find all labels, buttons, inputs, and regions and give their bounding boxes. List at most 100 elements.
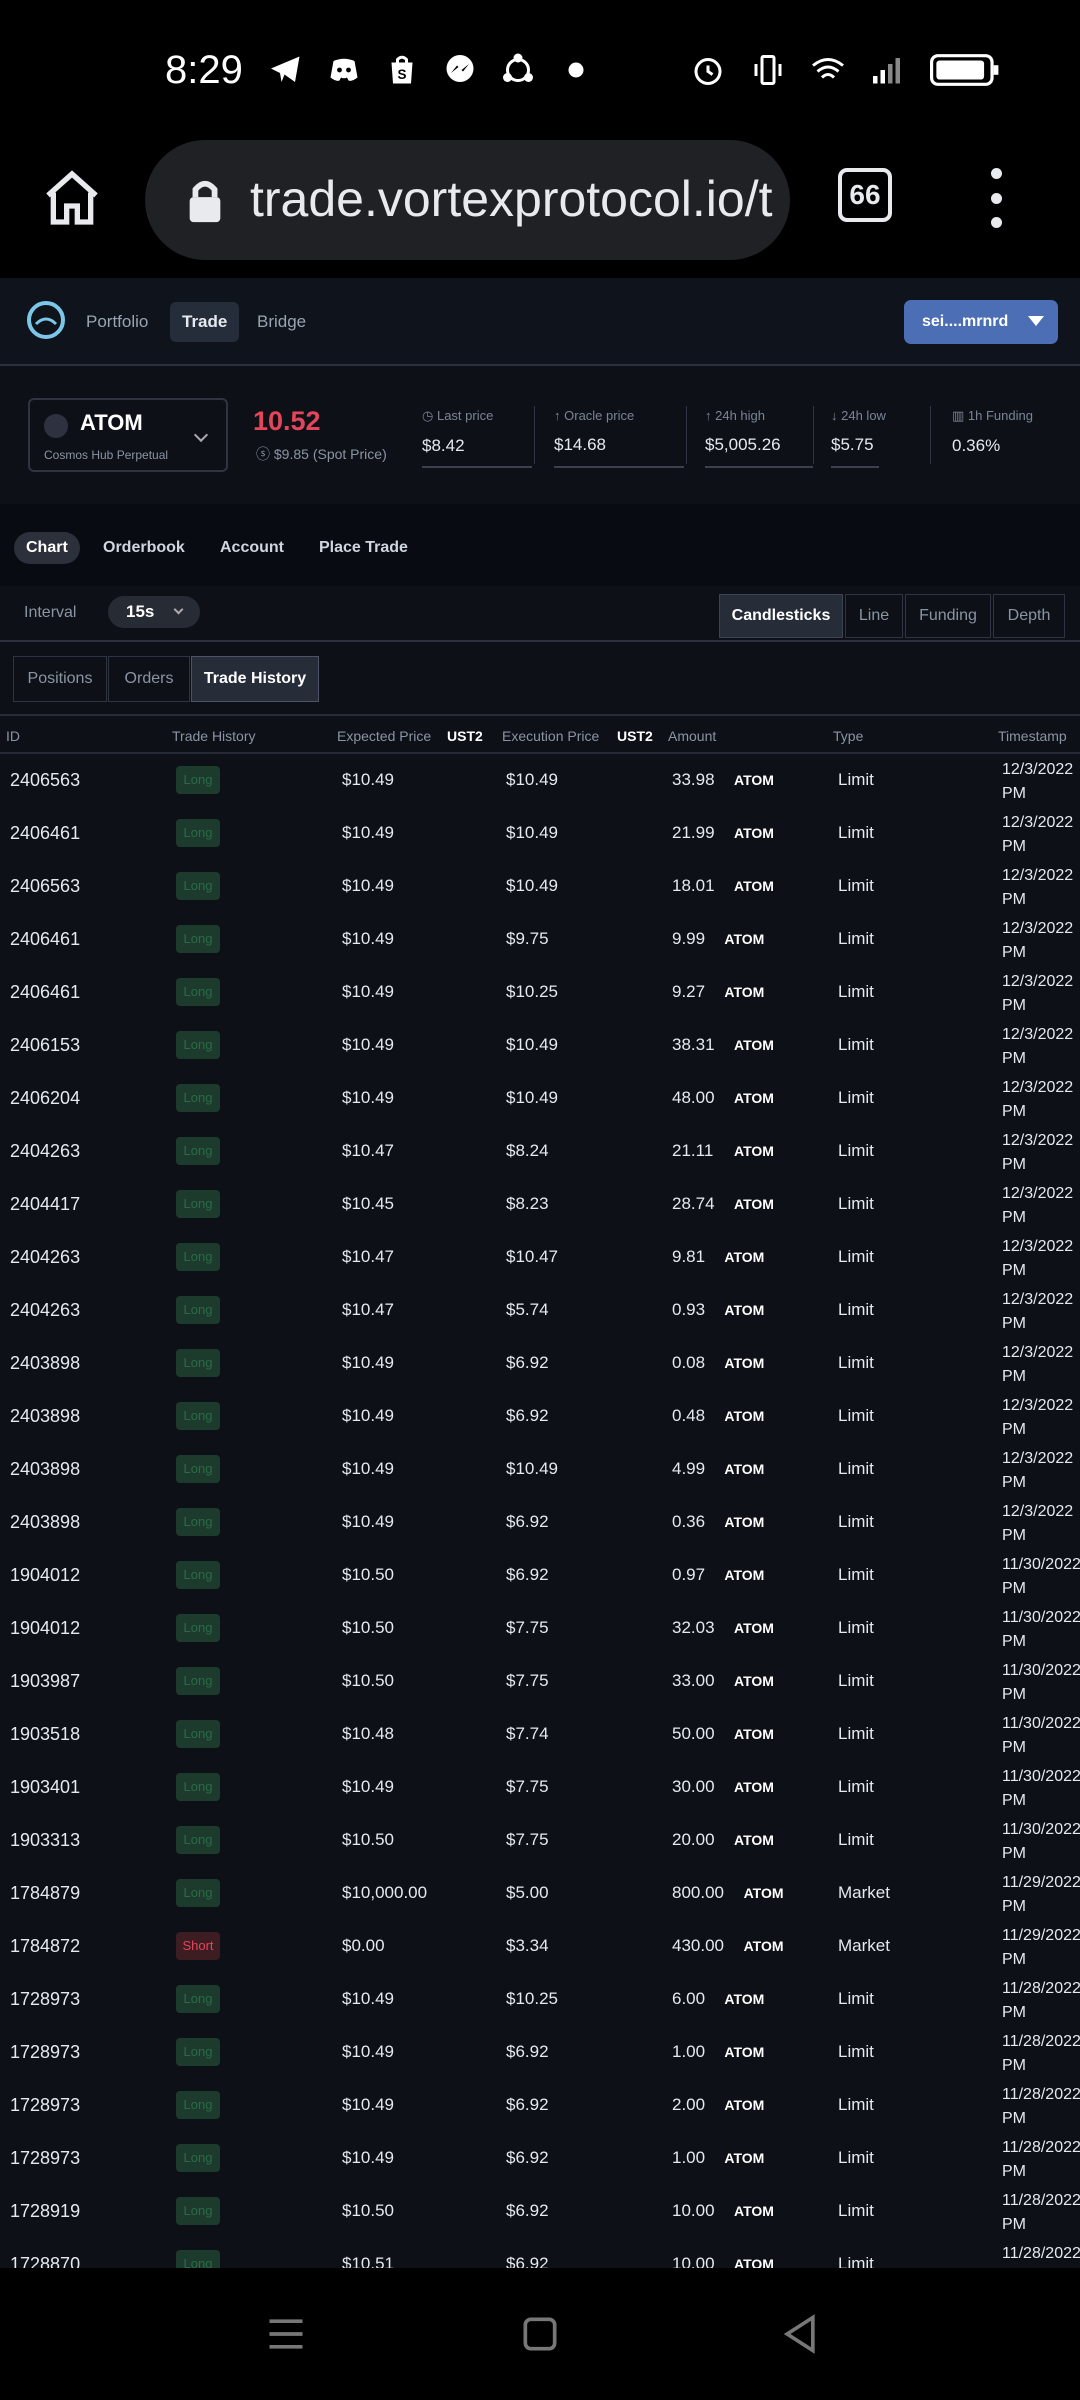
table-header: ID Trade History Expected Price UST2 Exe… (0, 716, 1080, 754)
chart-type-depth[interactable]: Depth (993, 594, 1065, 638)
col-id[interactable]: ID (6, 728, 20, 744)
home-icon[interactable] (40, 166, 104, 230)
timestamp-cell: 12/3/2022 PM (1002, 920, 1074, 961)
tab-orderbook[interactable]: Orderbook (103, 539, 185, 556)
table-row[interactable]: 2406563 Long $10.49 $10.49 18.01 Limit ATOM 12/… (0, 860, 1080, 913)
table-row[interactable]: 1904012 Long $10.50 $6.92 0.97 Limit ATOM 11/30… (0, 1549, 1080, 1602)
col-trade-history[interactable]: Trade History (172, 728, 256, 744)
table-row[interactable]: 2406153 Long $10.49 $10.49 38.31 Limit ATOM 12/… (0, 1019, 1080, 1072)
execution-price-cell: $3.34 (506, 1936, 549, 1955)
table-row[interactable]: 1903518 Long $10.48 $7.74 50.00 Limit ATOM 11/3… (0, 1708, 1080, 1761)
lock-icon (189, 180, 221, 223)
execution-price-cell: $10.49 (506, 770, 558, 789)
type-cell: Limit (838, 1194, 874, 1213)
alarm-icon (694, 58, 722, 85)
timestamp-cell: 12/3/2022 PM (1002, 1079, 1074, 1120)
expected-price-cell: $10,000.00 (342, 1883, 428, 1902)
tab-positions[interactable]: Positions (13, 656, 107, 702)
col-expected-price[interactable]: Expected Price (337, 728, 432, 744)
nav-bridge[interactable]: Bridge (257, 312, 307, 331)
chevron-down-icon (193, 427, 209, 443)
expected-price-cell: $10.49 (342, 1777, 394, 1796)
table-row[interactable]: 1728973 Long $10.49 $6.92 1.00 Limit ATOM 11/28… (0, 2132, 1080, 2185)
amount-unit: ATOM (724, 2097, 765, 2113)
col-timestamp[interactable]: Timestamp (998, 728, 1067, 744)
table-row[interactable]: 2404263 Long $10.47 $8.24 21.11 Limit ATOM 12/3… (0, 1125, 1080, 1178)
url-bar[interactable]: trade.vortexprotocol.io/t (145, 140, 790, 260)
table-row[interactable]: 1728973 Long $10.49 $6.92 2.00 Limit ATOM 11/28… (0, 2079, 1080, 2132)
table-row[interactable]: 2404263 Long $10.47 $5.74 0.93 Limit ATOM 12/3/… (0, 1284, 1080, 1337)
amount-cell: 1.00 (672, 2042, 706, 2061)
amount-cell: 0.48 (672, 1406, 706, 1425)
table-row[interactable]: 2406563 Long $10.49 $10.49 33.98 Limit ATOM 12/… (0, 754, 1080, 807)
table-row[interactable]: 1903987 Long $10.50 $7.75 33.00 Limit ATOM 11/3… (0, 1655, 1080, 1708)
table-row[interactable]: 2406204 Long $10.49 $10.49 48.00 Limit ATOM 12/… (0, 1072, 1080, 1125)
col-type[interactable]: Type (833, 728, 864, 744)
amount-cell: 4.99 (672, 1459, 706, 1478)
vortex-logo-icon[interactable] (24, 298, 68, 342)
chart-type-funding[interactable]: Funding (905, 594, 991, 638)
wallet-button[interactable]: sei....mrnrd (904, 300, 1058, 344)
table-row[interactable]: 2403898 Long $10.49 $6.92 0.36 Limit ATOM 12/3/… (0, 1496, 1080, 1549)
timestamp-cell: 12/3/2022 PM (1002, 1185, 1074, 1226)
recents-menu-icon[interactable] (264, 2312, 308, 2356)
nav-trade[interactable]: Trade (170, 302, 240, 342)
clock: 8:29 (165, 48, 243, 92)
table-row[interactable]: 1728973 Long $10.49 $6.92 1.00 Limit ATOM 11/28… (0, 2026, 1080, 2079)
tab-orders[interactable]: Orders (108, 656, 190, 702)
trade-id-cell: 1728973 (10, 2148, 81, 2168)
trade-app: Portfolio Trade Bridge sei....mrnrd ATOM… (0, 278, 1080, 2268)
tab-switcher-button[interactable]: 66 (838, 168, 892, 222)
table-row[interactable]: 1903313 Long $10.50 $7.75 20.00 Limit ATOM 11/3… (0, 1814, 1080, 1867)
expected-price-cell: $10.49 (342, 1406, 394, 1425)
amount-unit: ATOM (724, 1408, 765, 1424)
stat-underline (705, 466, 813, 468)
table-row[interactable]: 2406461 Long $10.49 $10.25 9.27 Limit ATOM 12/3… (0, 966, 1080, 1019)
timestamp-cell: 12/3/2022 PM (1002, 1503, 1074, 1544)
table-row[interactable]: 1784879 Long $10,000.00 $5.00 800.00 Market AT… (0, 1867, 1080, 1920)
more-menu-icon[interactable] (990, 168, 1002, 228)
chart-type-candlesticks[interactable]: Candlesticks (719, 594, 843, 638)
table-row[interactable]: 2404263 Long $10.47 $10.47 9.81 Limit ATOM 12/3… (0, 1231, 1080, 1284)
tab-account[interactable]: Account (220, 539, 284, 556)
expected-price-cell: $10.47 (342, 1300, 394, 1319)
timestamp-cell: 12/3/2022 PM (1002, 814, 1074, 855)
col-amount[interactable]: Amount (668, 728, 717, 744)
nav-portfolio[interactable]: Portfolio (86, 312, 149, 331)
amount-unit: ATOM (724, 1991, 765, 2007)
col-execution-price[interactable]: Execution Price (502, 728, 600, 744)
trade-id-cell: 1904012 (10, 1618, 81, 1638)
amount-cell: 18.01 (672, 876, 715, 895)
expected-price-cell: $10.49 (342, 1035, 394, 1054)
table-row[interactable]: 1904012 Long $10.50 $7.75 32.03 Limit ATOM 11/3… (0, 1602, 1080, 1655)
trade-id-cell: 2404263 (10, 1247, 81, 1267)
chart-type-line[interactable]: Line (845, 594, 903, 638)
table-row[interactable]: 2403898 Long $10.49 $6.92 0.48 Limit ATOM 12/3/… (0, 1390, 1080, 1443)
tab-place-trade[interactable]: Place Trade (319, 539, 408, 556)
table-row[interactable]: 2403898 Long $10.49 $10.49 4.99 Limit ATOM 12/3… (0, 1443, 1080, 1496)
table-row[interactable]: 2403898 Long $10.49 $6.92 0.08 Limit ATOM 12/3/… (0, 1337, 1080, 1390)
amount-unit: ATOM (734, 1673, 774, 1689)
col-expected-unit: UST2 (447, 728, 483, 744)
type-cell: Limit (838, 1830, 874, 1849)
side-badge: Long (176, 1455, 220, 1483)
table-row[interactable]: 2406461 Long $10.49 $9.75 9.99 Limit ATOM 12/3/… (0, 913, 1080, 966)
back-triangle-icon[interactable] (778, 2312, 822, 2356)
table-row[interactable]: 1903401 Long $10.49 $7.75 30.00 Limit ATOM 11/3… (0, 1761, 1080, 1814)
table-row[interactable]: 2406461 Long $10.49 $10.49 21.99 Limit ATOM 12/… (0, 807, 1080, 860)
system-icons (690, 52, 1000, 88)
home-square-icon[interactable] (518, 2312, 562, 2356)
table-row[interactable]: 1728919 Long $10.50 $6.92 10.00 Limit ATOM 11/2… (0, 2185, 1080, 2238)
type-cell: Limit (838, 1989, 874, 2008)
table-row[interactable]: 1784872 Short $0.00 $3.34 430.00 Market ATOM 11… (0, 1920, 1080, 1973)
table-row[interactable]: 2404417 Long $10.45 $8.23 28.74 Limit ATOM 12/3… (0, 1178, 1080, 1231)
asset-selector[interactable]: ATOM Cosmos Hub Perpetual (28, 398, 228, 472)
trade-id-cell: 1784879 (10, 1883, 81, 1903)
table-row[interactable]: 1728870 Long $10.51 $6.92 10.00 Limit ATOM 11/2… (0, 2238, 1080, 2268)
interval-select[interactable]: 15s (108, 596, 200, 628)
amount-unit: ATOM (743, 1885, 784, 1901)
tab-trade-history[interactable]: Trade History (191, 656, 319, 702)
tab-chart[interactable]: Chart (14, 532, 80, 564)
table-row[interactable]: 1728973 Long $10.49 $10.25 6.00 Limit ATOM 11/2… (0, 1973, 1080, 2026)
